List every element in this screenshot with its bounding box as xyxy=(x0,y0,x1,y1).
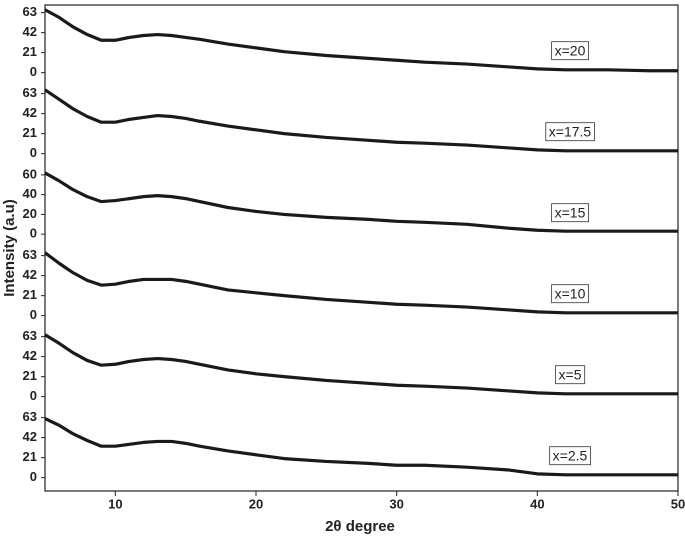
panel-label: x=10 xyxy=(555,286,586,302)
y-tick-label: 63 xyxy=(23,328,37,343)
x-tick-label: 20 xyxy=(249,496,263,511)
y-tick-label: 21 xyxy=(23,449,37,464)
panel-label: x=2.5 xyxy=(553,448,588,464)
y-tick-label: 40 xyxy=(23,186,37,201)
y-tick-label: 0 xyxy=(30,388,37,403)
x-tick-label: 30 xyxy=(389,496,403,511)
data-line xyxy=(44,333,678,396)
y-tick-label: 42 xyxy=(23,105,37,120)
y-axis-label: Intensity (a.u) xyxy=(1,199,18,297)
panel-label-box xyxy=(551,284,589,304)
panel-label: x=20 xyxy=(555,43,586,59)
y-tick-label: 21 xyxy=(23,368,37,383)
y-tick-label: 21 xyxy=(23,125,37,140)
panel-label-box xyxy=(555,365,586,385)
y-tick-label: 21 xyxy=(23,287,37,302)
data-line xyxy=(44,251,678,315)
panel-label-box xyxy=(551,203,589,223)
panel-label-box xyxy=(545,122,595,142)
y-tick-label: 60 xyxy=(23,166,37,181)
x-tick-label: 40 xyxy=(530,496,544,511)
y-tick-label: 0 xyxy=(30,64,37,79)
y-tick-label: 42 xyxy=(23,429,37,444)
data-line xyxy=(44,88,678,153)
panel-label: x=5 xyxy=(559,367,582,383)
y-tick-label: 63 xyxy=(23,85,37,100)
data-line xyxy=(44,171,678,233)
panel-label: x=17.5 xyxy=(549,124,592,140)
panel-label-box xyxy=(551,41,589,61)
data-line xyxy=(44,417,678,477)
y-tick-label: 63 xyxy=(23,409,37,424)
y-tick-label: 0 xyxy=(30,469,37,484)
y-tick-label: 0 xyxy=(30,307,37,322)
y-tick-label: 0 xyxy=(30,226,37,241)
y-tick-label: 42 xyxy=(23,267,37,282)
x-tick-label: 10 xyxy=(108,496,122,511)
y-tick-label: 42 xyxy=(23,24,37,39)
y-tick-label: 21 xyxy=(23,44,37,59)
data-line xyxy=(44,8,678,73)
y-tick-label: 20 xyxy=(23,206,37,221)
y-tick-label: 42 xyxy=(23,348,37,363)
y-tick-label: 63 xyxy=(23,4,37,19)
panel-label: x=15 xyxy=(555,205,586,221)
panel-label-box xyxy=(549,446,591,466)
x-tick-label: 50 xyxy=(671,496,685,511)
y-tick-label: 0 xyxy=(30,145,37,160)
x-axis-label: 2θ degree xyxy=(325,518,395,535)
y-tick-label: 63 xyxy=(23,247,37,262)
plot-frame xyxy=(44,4,679,492)
